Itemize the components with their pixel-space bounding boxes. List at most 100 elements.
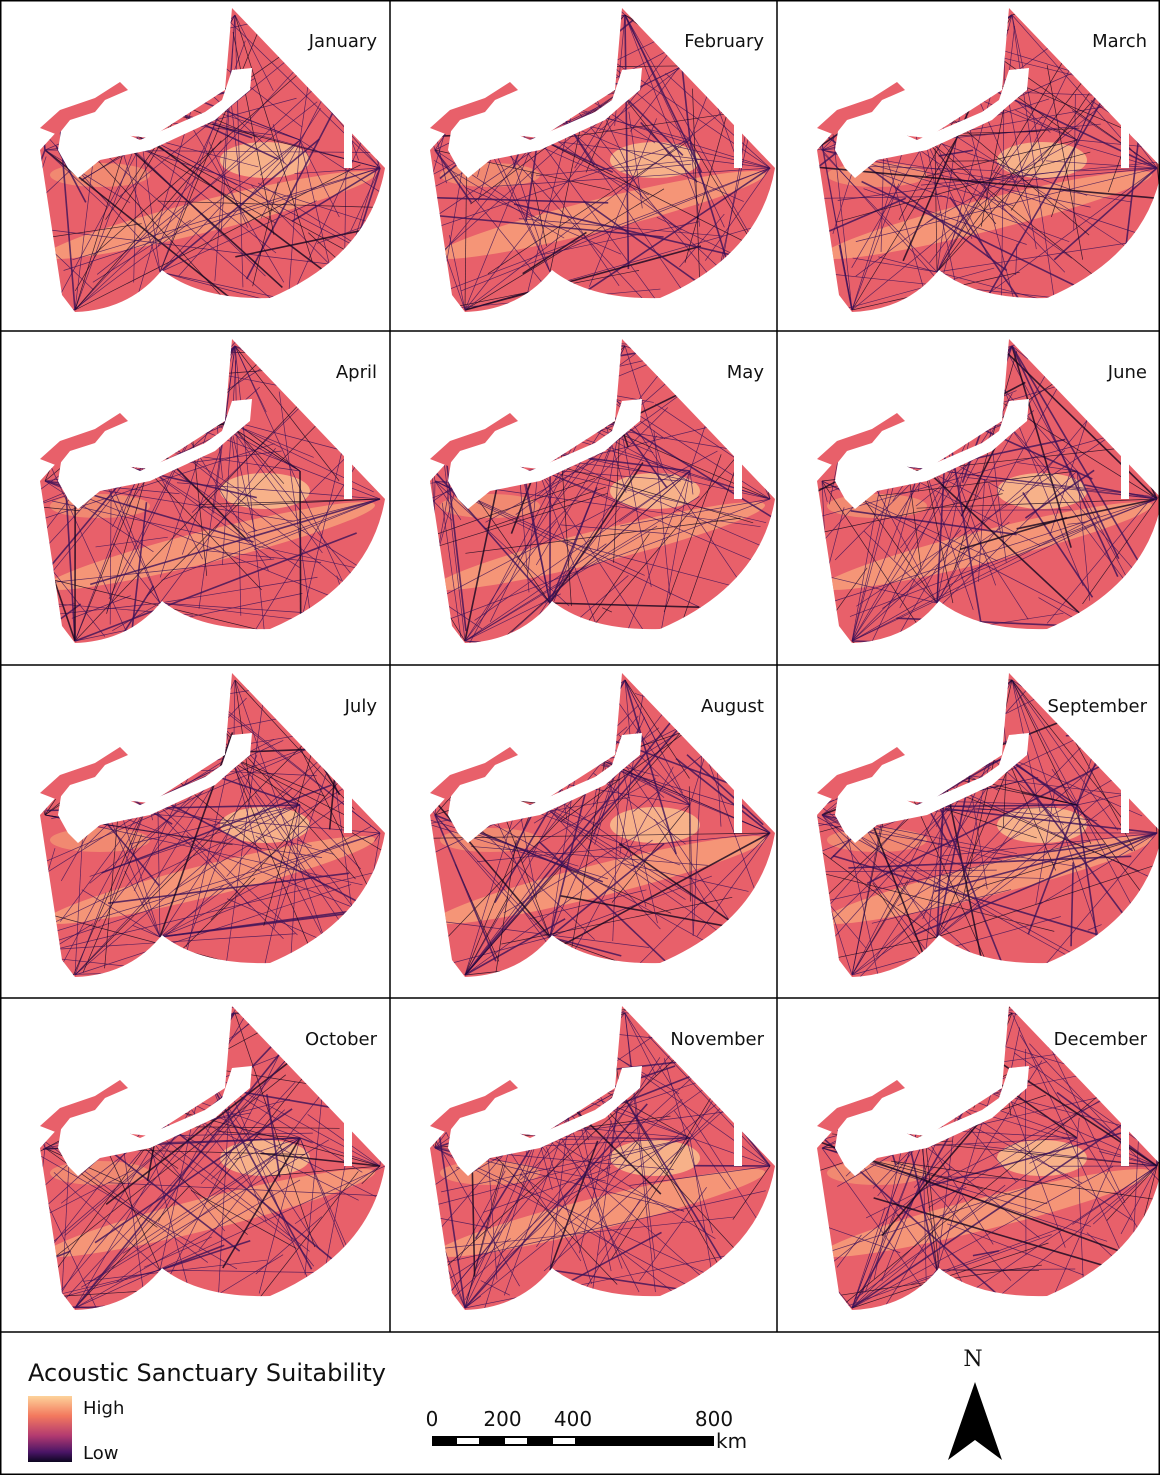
sea: [0, 331, 390, 663]
shipping-track: [132, 779, 148, 803]
month-label: May: [727, 362, 765, 383]
shipping-track: [856, 3, 973, 34]
shipping-track: [409, 1101, 435, 1148]
shipping-track: [786, 696, 790, 827]
shipping-track: [53, 682, 230, 757]
map: [390, 331, 780, 663]
land-strip: [1121, 449, 1129, 499]
shipping-track: [407, 59, 435, 150]
shipping-track: [495, 79, 633, 85]
map-panel: May: [390, 331, 780, 663]
shipping-track: [880, 679, 995, 695]
shipping-track: [395, 881, 407, 942]
shipping-track: [937, 272, 941, 307]
land-strip: [734, 118, 742, 168]
scale-tick-label: 0: [426, 1407, 439, 1431]
shipping-track: [1, 157, 46, 293]
shipping-track: [30, 1, 148, 138]
shipping-track: [1, 150, 45, 267]
scale-tick-label: 800: [695, 1407, 733, 1431]
shipping-track: [394, 65, 773, 69]
shipping-track: [48, 692, 230, 757]
shipping-track: [470, 18, 543, 20]
shipping-track: [235, 1012, 286, 1013]
map: [777, 331, 1160, 663]
month-label: June: [1107, 362, 1147, 383]
shipping-track: [438, 337, 746, 409]
shipping-track: [85, 733, 230, 757]
shipping-track: [488, 1000, 643, 1014]
suitable-zone: [440, 828, 540, 852]
shipping-track: [829, 49, 860, 94]
shipping-track: [610, 1, 625, 15]
land-strip: [1121, 1116, 1129, 1166]
shipping-track: [64, 366, 324, 385]
month-label: April: [336, 362, 377, 383]
month-label: July: [344, 696, 378, 717]
land-strip: [734, 1116, 742, 1166]
shipping-track: [42, 345, 287, 354]
shipping-track: [878, 720, 887, 741]
shipping-track: [525, 733, 538, 803]
land-strip: [344, 118, 352, 168]
shipping-track: [528, 1127, 538, 1136]
shipping-track: [464, 1010, 627, 1090]
shipping-track: [526, 15, 625, 101]
map-panel: August: [390, 665, 780, 997]
suitable-zone: [220, 142, 310, 178]
month-label: December: [1054, 1029, 1148, 1050]
shipping-track: [800, 362, 802, 640]
map: [0, 665, 390, 997]
shipping-track: [493, 344, 625, 346]
shipping-track: [14, 689, 45, 815]
shipping-track: [421, 92, 620, 93]
shipping-track: [456, 15, 625, 64]
shipping-track: [405, 18, 583, 138]
month-label: January: [308, 31, 378, 52]
shipping-track: [860, 7, 1131, 89]
shipping-track: [7, 524, 24, 603]
shipping-track: [68, 5, 244, 37]
shipping-track: [532, 680, 625, 755]
shipping-track: [43, 1013, 235, 1062]
shipping-track: [474, 1013, 625, 1062]
shipping-track: [170, 706, 225, 756]
month-label: August: [701, 696, 764, 717]
shipping-track: [63, 1307, 377, 1314]
shipping-track: [70, 339, 149, 392]
shipping-track: [49, 341, 226, 348]
map-panel: November: [390, 998, 780, 1330]
shipping-track: [452, 404, 620, 423]
month-label: March: [1092, 31, 1147, 52]
shipping-track: [432, 481, 435, 651]
shipping-track: [884, 1027, 925, 1136]
map-panel: September: [777, 665, 1160, 997]
shipping-track: [303, 332, 377, 342]
shipping-track: [943, 346, 1012, 423]
map: [0, 331, 390, 663]
shipping-track: [113, 310, 226, 319]
figure: JanuaryFebruaryMarchAprilMayJuneJulyAugu…: [0, 0, 1160, 1475]
shipping-track: [332, 436, 370, 439]
shipping-track: [465, 641, 565, 646]
shipping-track: [15, 1048, 37, 1049]
land-strip: [1121, 783, 1129, 833]
shipping-track: [962, 999, 1012, 1013]
map-panel: March: [777, 0, 1160, 332]
land-strip: [344, 449, 352, 499]
shipping-track: [398, 58, 547, 72]
shipping-track: [550, 9, 622, 74]
shipping-track: [27, 848, 55, 942]
shipping-track: [395, 1066, 416, 1253]
shipping-track: [188, 690, 230, 757]
shipping-track: [60, 1026, 97, 1036]
shipping-track: [90, 348, 208, 412]
land-strip: [1121, 118, 1129, 168]
shipping-track: [337, 576, 352, 622]
shipping-track: [1156, 1069, 1157, 1166]
shipping-track: [435, 706, 446, 815]
shipping-track: [139, 342, 163, 420]
north-label: N: [963, 1347, 982, 1372]
map-panel: June: [777, 331, 1160, 663]
legend-high: High: [83, 1398, 124, 1419]
